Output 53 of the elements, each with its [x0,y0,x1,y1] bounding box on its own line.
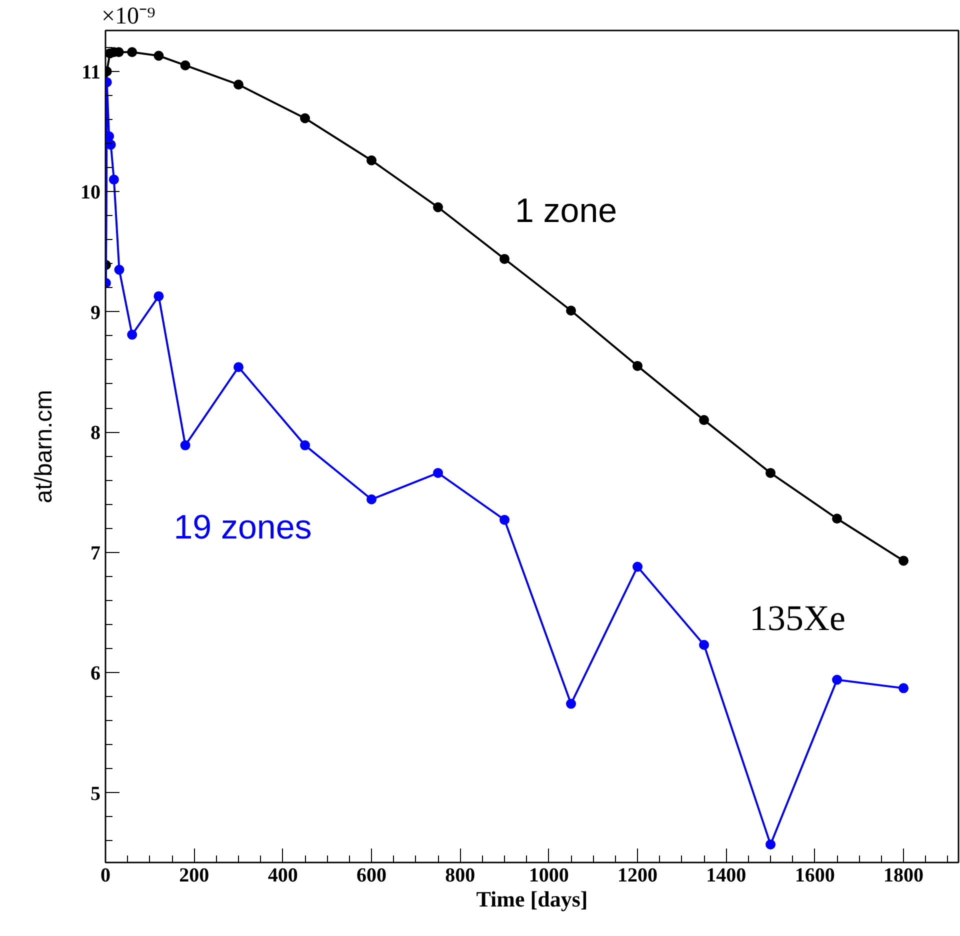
point [566,698,576,709]
x-tick-label: 400 [268,864,298,886]
point [300,113,310,124]
x-tick-label: 0 [100,864,110,886]
y-tick-label: 8 [90,422,100,444]
x-tick-label: 1800 [884,864,924,886]
point [127,330,138,340]
point [433,468,444,478]
point [699,640,710,650]
point [114,264,124,275]
x-tick-label: 600 [356,864,387,886]
y-axis-title: at/barn.cm [30,390,58,504]
point [108,174,119,185]
point [632,562,643,572]
point [300,440,310,450]
point [699,415,710,426]
x-tick-label: 200 [179,864,210,886]
point [766,839,776,850]
point [234,80,244,90]
point [898,556,909,566]
point [832,514,842,524]
series-label: 1 zone [514,192,618,230]
point [500,514,510,525]
point [154,291,164,302]
point [366,155,377,166]
point [832,674,842,685]
point [154,50,164,61]
point [898,683,909,694]
point [766,468,776,478]
y-tick-label: 9 [90,302,100,324]
point [566,306,576,316]
series-label: 19 zones [174,508,312,546]
x-tick-label: 800 [445,864,476,886]
x-tick-label: 1000 [528,864,569,886]
annotation: 135Xe [750,598,846,638]
x-tick-label: 1400 [706,864,746,886]
text: ×10⁻⁹ [102,4,156,30]
point [433,202,444,212]
y-tick-label: 11 [82,61,101,84]
point [500,254,510,264]
point [127,47,138,58]
point [632,360,643,371]
y-tick-label: 10 [80,182,100,204]
x-axis-title: Time [days] [476,886,588,912]
x-tick-label: 1600 [794,864,835,886]
point [180,60,190,70]
point [180,440,190,450]
x-tick-label: 1200 [618,864,658,886]
point [366,494,377,504]
y-tick-label: 5 [90,782,100,805]
point [234,362,244,372]
y-tick-label: 7 [90,542,100,564]
y-tick-label: 6 [90,662,100,685]
